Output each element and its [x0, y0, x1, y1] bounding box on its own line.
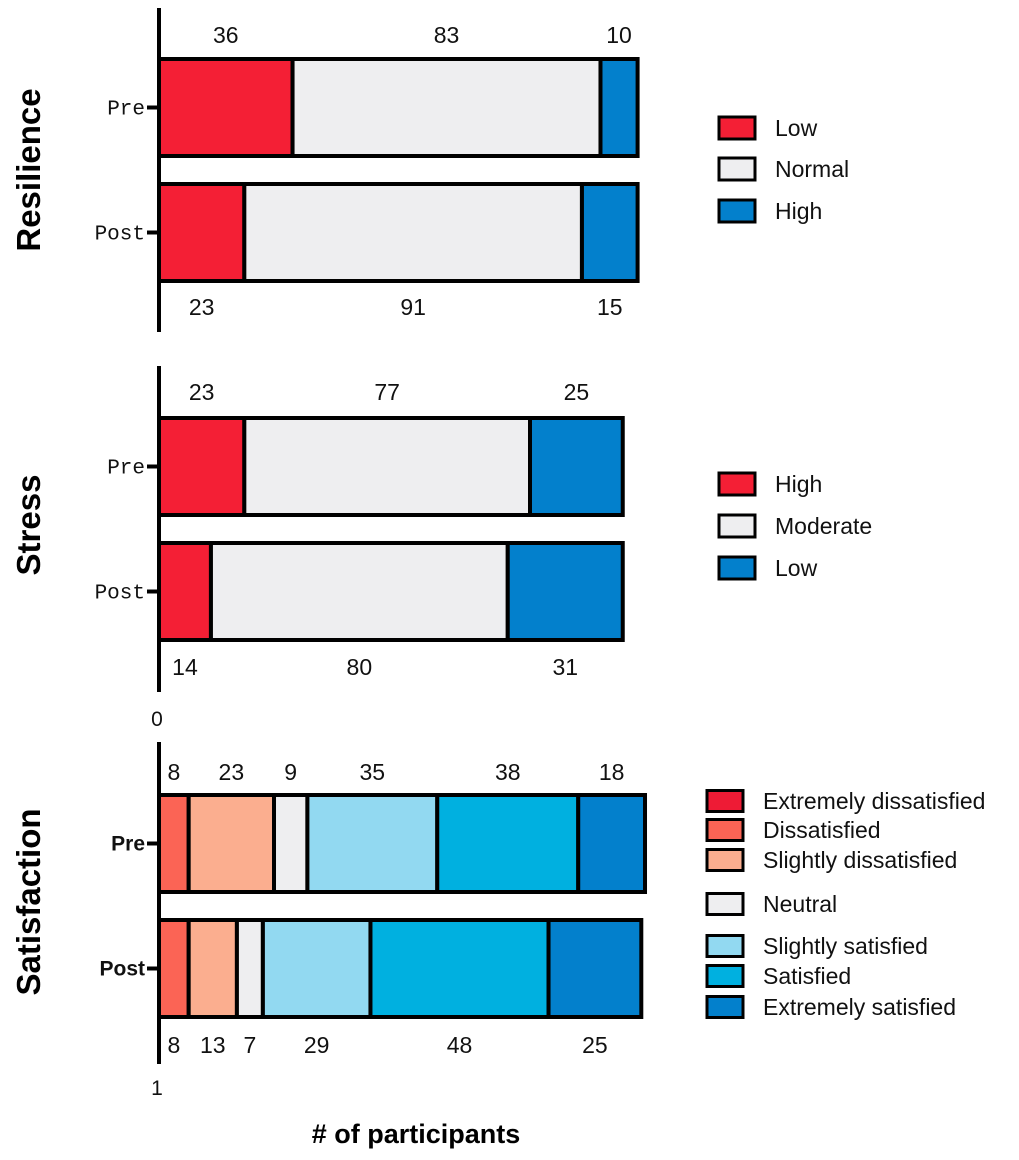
panel-title: Stress: [10, 475, 47, 576]
bar-segment: [157, 182, 247, 283]
bar-segment: [186, 918, 239, 1019]
legend-label: Dissatisfied: [763, 817, 881, 843]
data-label: 48: [447, 1032, 473, 1058]
data-label: 18: [599, 759, 625, 785]
data-label: 91: [400, 294, 426, 320]
bar-segment: [272, 793, 310, 894]
data-label: 29: [304, 1032, 330, 1058]
data-label: 14: [172, 654, 198, 680]
category-label: Pre: [107, 458, 145, 481]
data-label: 77: [374, 379, 400, 405]
data-label: 31: [552, 654, 578, 680]
data-label: 10: [606, 22, 632, 48]
data-label: 9: [284, 759, 297, 785]
bar-segment: [242, 416, 533, 517]
bar-segment: [157, 541, 213, 642]
data-label: 25: [564, 379, 590, 405]
category-label: Post: [95, 224, 145, 247]
category-label: Pre: [107, 99, 145, 122]
legend-label: Normal: [775, 156, 849, 182]
panel-title: Resilience: [10, 88, 47, 251]
legend-label: High: [775, 198, 822, 224]
data-label: 23: [189, 294, 215, 320]
data-label: 8: [167, 1032, 180, 1058]
data-label: 80: [347, 654, 373, 680]
panel-stress: Stress Pre 23 77 25 Post 14 80 31 0 High Moderate Lo…: [10, 366, 872, 731]
data-label: 23: [189, 379, 215, 405]
legend-label: Slightly satisfied: [763, 933, 928, 959]
legend-swatch: [705, 789, 745, 813]
legend-label: High: [775, 471, 822, 497]
legend-label: Low: [775, 555, 818, 581]
bar-segment: [528, 416, 625, 517]
legend-swatch: [705, 995, 745, 1019]
legend-swatch: [705, 964, 745, 988]
bar-segment: [234, 918, 265, 1019]
data-label: 35: [360, 759, 386, 785]
data-label: 23: [219, 759, 245, 785]
panel-resilience: Resilience Pre 36 83 10 Post 23 91 15 Low Normal Hi…: [10, 8, 849, 332]
bar-segment: [305, 793, 440, 894]
bar-segment: [505, 541, 625, 642]
x-tick-label: 1: [151, 1077, 163, 1100]
bar-segment: [157, 57, 295, 158]
bar-segment: [157, 918, 191, 1019]
legend-label: Neutral: [763, 891, 837, 917]
legend-swatch: [717, 156, 757, 182]
bar-segment: [368, 918, 551, 1019]
legend-swatch: [705, 934, 745, 958]
data-label: 13: [200, 1032, 226, 1058]
panel-title: Satisfaction: [10, 808, 47, 995]
panel-satisfaction: Satisfaction Pre 8 23 9 35 38 18 Post 8 13 7 29 48 25 1…: [10, 742, 985, 1100]
bar-segment: [208, 541, 510, 642]
legend-label: Low: [775, 115, 818, 141]
x-axis-label: # of participants: [312, 1119, 521, 1149]
legend-swatch: [717, 471, 757, 497]
legend-swatch: [705, 848, 745, 872]
data-label: 83: [434, 22, 460, 48]
legend-label: Slightly dissatisfied: [763, 847, 957, 873]
data-label: 7: [243, 1032, 256, 1058]
bar-segment: [598, 57, 640, 158]
legend-swatch: [717, 513, 757, 539]
data-label: 36: [213, 22, 239, 48]
legend-label: Moderate: [775, 513, 872, 539]
data-label: 25: [582, 1032, 608, 1058]
legend-label: Extremely satisfied: [763, 994, 956, 1020]
bar-segment: [579, 182, 640, 283]
category-label: Pre: [111, 833, 145, 856]
bar-segment: [260, 918, 373, 1019]
legend-swatch: [717, 555, 757, 581]
legend-swatch: [705, 892, 745, 916]
bar-segment: [157, 793, 191, 894]
legend-label: Satisfied: [763, 963, 851, 989]
data-label: 15: [597, 294, 623, 320]
bar-segment: [576, 793, 648, 894]
bar-segment: [186, 793, 277, 894]
bar-segment: [290, 57, 603, 158]
bar-segment: [546, 918, 644, 1019]
bar-segment: [157, 416, 247, 517]
data-label: 38: [495, 759, 521, 785]
bar-segment: [242, 182, 584, 283]
legend-swatch: [705, 818, 745, 842]
legend-label: Extremely dissatisfied: [763, 788, 985, 814]
x-tick-label: 0: [151, 708, 163, 731]
data-label: 8: [167, 759, 180, 785]
legend-swatch: [717, 115, 757, 141]
category-label: Post: [99, 958, 145, 981]
legend-swatch: [717, 198, 757, 224]
category-label: Post: [95, 583, 145, 606]
bar-segment: [435, 793, 581, 894]
